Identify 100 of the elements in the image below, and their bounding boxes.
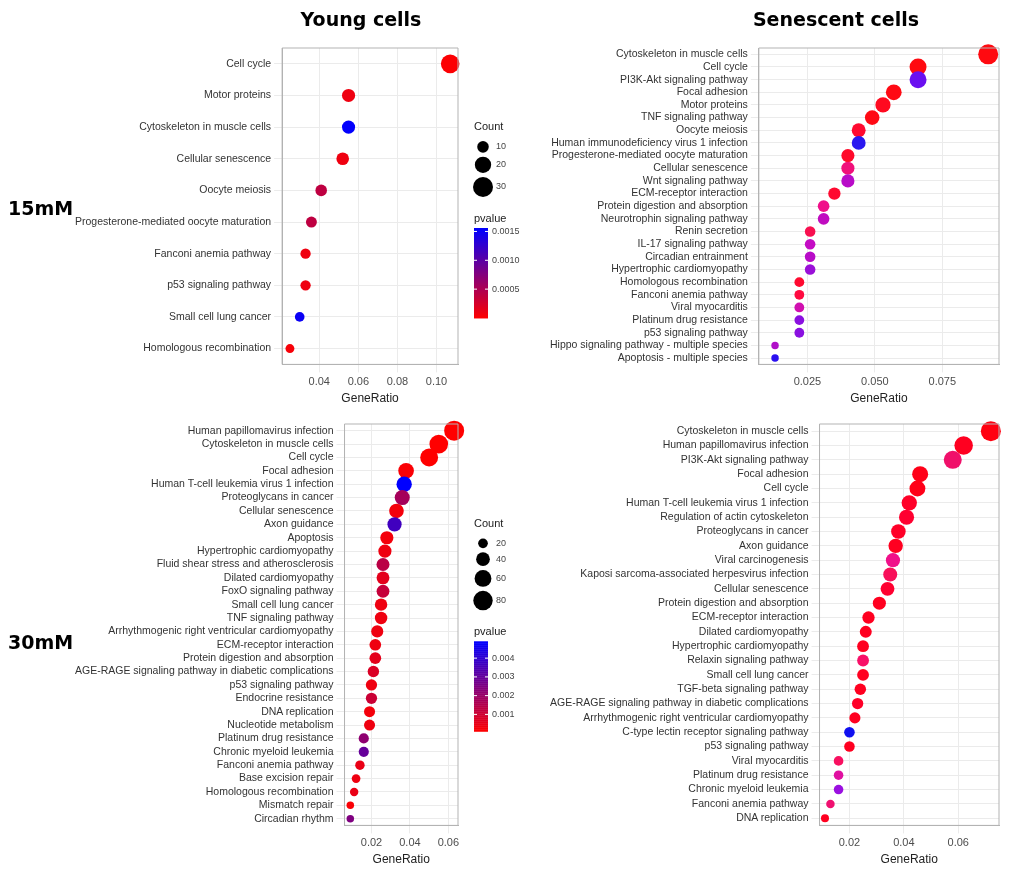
y-tick-label: Small cell lung cancer xyxy=(231,597,335,610)
y-tick-label: Human T-cell leukemia virus 1 infection xyxy=(626,495,809,508)
y-tick-label: Proteoglycans in cancer xyxy=(696,524,810,537)
y-tick-label: Cytoskeleton in muscle cells xyxy=(201,436,334,449)
x-axis-title: GeneRatio xyxy=(372,852,431,867)
x-tick-label: 0.050 xyxy=(861,375,889,388)
legend-label: 80 xyxy=(496,595,507,606)
x-tick-label: 0.02 xyxy=(360,836,383,849)
x-tick-label: 0.04 xyxy=(399,836,421,849)
text: 15mM xyxy=(8,197,74,219)
y-tick-label: Platinum drug resistance xyxy=(692,768,809,781)
color-bar-label: 0.0005 xyxy=(492,283,520,294)
x-axis-title: GeneRatio xyxy=(880,852,939,867)
y-tick-label: Proteoglycans in cancer xyxy=(221,490,335,503)
y-tick-label: Viral myocarditis xyxy=(731,753,809,766)
y-tick-label: Nucleotide metabolism xyxy=(227,717,334,730)
y-tick-label: Protein digestion and absorption xyxy=(657,596,809,609)
y-tick-label: Endocrine resistance xyxy=(235,691,334,704)
x-tick-label: 0.08 xyxy=(386,375,409,388)
color-bar-title: pvalue xyxy=(474,212,507,225)
y-tick-label: Focal adhesion xyxy=(737,467,809,480)
y-tick-label: Progesterone-mediated oocyte maturation xyxy=(551,148,748,161)
y-tick-label: Wnt signaling pathway xyxy=(642,173,749,186)
legend-label: 60 xyxy=(496,572,507,583)
y-tick-label: ECM-receptor interaction xyxy=(216,637,334,650)
y-tick-label: ECM-receptor interaction xyxy=(631,186,749,199)
legend-label: 10 xyxy=(496,141,507,152)
y-tick-label: Oocyte meiosis xyxy=(199,183,272,196)
color-bar-label: 0.0015 xyxy=(492,225,520,236)
y-tick-label: Protein digestion and absorption xyxy=(182,651,334,664)
y-tick-label: Viral carcinogenesis xyxy=(714,553,809,566)
y-tick-label: Oocyte meiosis xyxy=(676,123,748,136)
y-tick-label: Protein digestion and absorption xyxy=(597,199,749,212)
color-bar-label: 0.003 xyxy=(492,671,515,682)
y-tick-label: Focal adhesion xyxy=(262,463,334,476)
color-bar-title: pvalue xyxy=(474,625,507,638)
y-tick-label: Kaposi sarcoma-associated herpesvirus infection xyxy=(580,567,809,580)
x-tick-label: 0.10 xyxy=(425,375,448,388)
legend-label: 30 xyxy=(496,181,507,192)
y-tick-label: Focal adhesion xyxy=(676,85,749,98)
chart-title: Senescent cells xyxy=(751,8,921,32)
y-tick-label: Progesterone-mediated oocyte maturation xyxy=(74,214,272,227)
y-tick-label: Homologous recombination xyxy=(205,784,334,797)
y-tick-label: DNA replication xyxy=(736,811,809,824)
color-bar-label: 0.0010 xyxy=(492,254,520,265)
x-tick-label: 0.06 xyxy=(347,375,370,388)
y-tick-label: Circadian rhythm xyxy=(254,811,334,824)
y-tick-label: Hypertrophic cardiomyopathy xyxy=(611,262,749,275)
y-tick-label: Small cell lung cancer xyxy=(706,667,810,680)
y-tick-label: p53 signaling pathway xyxy=(704,739,810,752)
y-tick-label: Platinum drug resistance xyxy=(217,731,334,744)
color-bar-label: 0.002 xyxy=(492,690,515,701)
y-tick-label: Cellular senescence xyxy=(713,581,809,594)
y-tick-label: Renin secretion xyxy=(674,224,748,237)
y-tick-label: Small cell lung cancer xyxy=(168,309,272,322)
y-tick-label: Dilated cardiomyopathy xyxy=(223,570,335,583)
y-tick-label: Fanconi anemia pathway xyxy=(154,246,272,259)
y-tick-label: Fluid shear stress and atherosclerosis xyxy=(156,557,334,570)
y-tick-label: Cellular senescence xyxy=(653,161,748,174)
y-tick-label: AGE-RAGE signaling pathway in diabetic complications xyxy=(550,696,809,709)
y-tick-label: Dilated cardiomyopathy xyxy=(698,624,810,637)
y-tick-label: TGF-beta signaling pathway xyxy=(677,682,810,695)
y-tick-label: Human papillomavirus infection xyxy=(662,438,809,451)
x-tick-label: 0.02 xyxy=(838,836,861,849)
y-tick-label: ECM-receptor interaction xyxy=(691,610,809,623)
y-tick-label: Cellular senescence xyxy=(238,503,334,516)
y-tick-label: Circadian entrainment xyxy=(645,249,748,262)
y-tick-label: Relaxin signaling pathway xyxy=(687,653,810,666)
y-tick-label: C-type lectin receptor signaling pathway xyxy=(622,725,810,738)
legend-title: Count xyxy=(474,517,504,530)
y-tick-label: Platinum drug resistance xyxy=(632,312,749,325)
y-tick-label: Fanconi anemia pathway xyxy=(691,796,810,809)
y-tick-label: Viral myocarditis xyxy=(671,300,748,313)
text: 30mM xyxy=(8,630,74,653)
y-tick-label: Neurotrophin signaling pathway xyxy=(600,211,749,224)
y-tick-label: Homologous recombination xyxy=(620,275,749,288)
y-tick-label: PI3K-Akt signaling pathway xyxy=(620,72,749,85)
y-tick-label: Chronic myeloid leukemia xyxy=(688,782,809,795)
y-tick-label: Cell cycle xyxy=(226,56,272,69)
x-tick-label: 0.06 xyxy=(947,836,969,849)
y-tick-label: PI3K-Akt signaling pathway xyxy=(680,452,810,465)
y-tick-label: p53 signaling pathway xyxy=(643,325,749,338)
x-tick-label: 0.025 xyxy=(793,375,822,388)
y-tick-label: Cell cycle xyxy=(288,450,334,463)
y-tick-label: Axon guidance xyxy=(264,517,334,530)
y-tick-label: Hippo signaling pathway - multiple species xyxy=(549,338,748,351)
y-tick-label: Cytoskeleton in muscle cells xyxy=(139,119,272,132)
y-tick-label: AGE-RAGE signaling pathway in diabetic complications xyxy=(75,664,334,677)
color-bar-label: 0.001 xyxy=(492,708,515,719)
y-tick-label: Axon guidance xyxy=(739,538,809,551)
y-tick-label: Cell cycle xyxy=(702,59,748,72)
y-tick-label: Fanconi anemia pathway xyxy=(216,758,335,771)
color-bar-label: 0.004 xyxy=(492,652,515,663)
y-tick-label: Cytoskeleton in muscle cells xyxy=(676,424,809,437)
legend-title: Count xyxy=(474,120,504,133)
x-tick-label: 0.075 xyxy=(928,375,957,388)
y-tick-label: Arrhythmogenic right ventricular cardiomyopathy xyxy=(583,710,810,723)
y-tick-label: Chronic myeloid leukemia xyxy=(213,744,334,757)
y-tick-label: Human immunodeficiency virus 1 infection xyxy=(551,135,749,148)
x-axis-title: GeneRatio xyxy=(850,391,908,406)
